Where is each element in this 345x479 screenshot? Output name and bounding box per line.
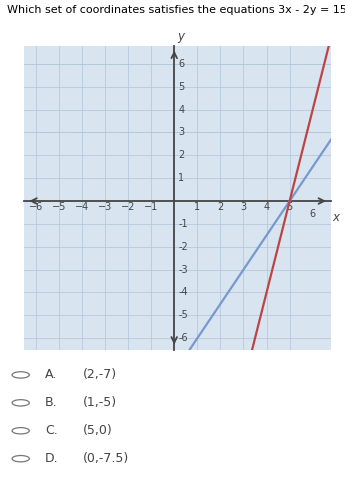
Text: -1: -1	[178, 219, 188, 229]
Text: (2,-7): (2,-7)	[83, 368, 117, 381]
Text: 6: 6	[178, 59, 185, 69]
Text: 4: 4	[178, 104, 185, 114]
Text: C.: C.	[45, 424, 58, 437]
Text: -4: -4	[178, 287, 188, 297]
Text: 5: 5	[178, 82, 185, 91]
Text: y: y	[178, 30, 185, 43]
Text: A.: A.	[45, 368, 57, 381]
Text: 1: 1	[178, 173, 185, 183]
Text: 2: 2	[178, 150, 185, 160]
Text: -3: -3	[178, 264, 188, 274]
Text: Which set of coordinates satisfies the equations 3x - 2y = 15 and 4x - y = 20?: Which set of coordinates satisfies the e…	[7, 5, 345, 15]
Text: -6: -6	[178, 333, 188, 343]
Text: (0,-7.5): (0,-7.5)	[83, 452, 129, 465]
Text: -2: -2	[178, 242, 188, 252]
Text: x: x	[332, 211, 339, 224]
Text: (1,-5): (1,-5)	[83, 396, 117, 410]
Text: (5,0): (5,0)	[83, 424, 112, 437]
Text: 3: 3	[178, 127, 185, 137]
Text: B.: B.	[45, 396, 58, 410]
Text: D.: D.	[45, 452, 58, 465]
Text: -5: -5	[178, 310, 188, 320]
Text: 6: 6	[310, 209, 316, 219]
